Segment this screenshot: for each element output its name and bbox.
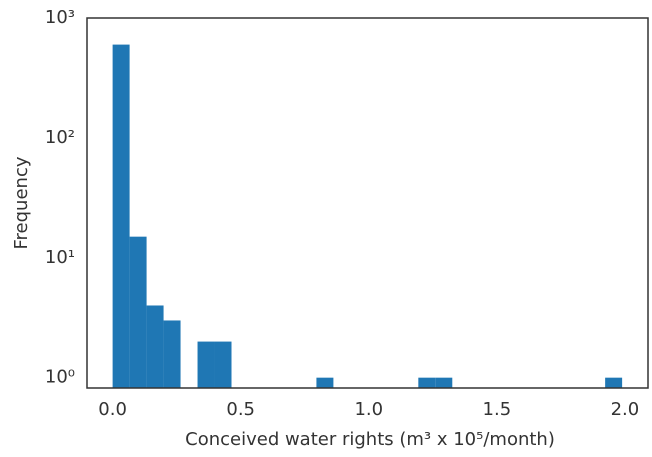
bar (418, 377, 436, 388)
bar (605, 377, 623, 388)
bar (197, 341, 215, 388)
x-axis-label: Conceived water rights (m³ x 10⁵/month) (185, 429, 555, 450)
bar (112, 44, 130, 389)
bar (316, 377, 334, 388)
x-tick-label: 2.0 (611, 399, 640, 420)
y-tick-label: 10² (45, 127, 75, 148)
plot-frame (86, 17, 649, 389)
bar (214, 341, 232, 388)
y-tick-label: 10¹ (45, 247, 75, 268)
bar (163, 320, 181, 388)
bar (129, 236, 147, 388)
y-tick-label: 10³ (45, 7, 75, 28)
bar (435, 377, 453, 388)
x-tick-label: 0.5 (226, 399, 255, 420)
y-tick-label: 10⁰ (45, 367, 75, 388)
x-tick-label: 1.0 (354, 399, 383, 420)
y-axis-label: Frequency (11, 156, 32, 249)
x-tick-label: 0.0 (98, 399, 127, 420)
bar (146, 305, 164, 388)
x-tick-label: 1.5 (483, 399, 512, 420)
